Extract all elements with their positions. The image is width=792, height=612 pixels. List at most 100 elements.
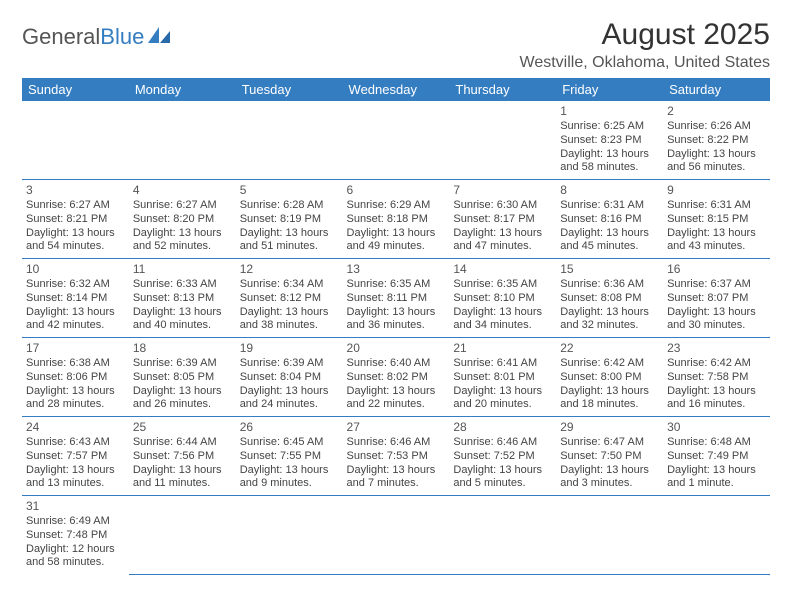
day-number: 20 xyxy=(347,341,446,356)
calendar-day: 2Sunrise: 6:26 AMSunset: 8:22 PMDaylight… xyxy=(663,101,770,180)
day-info: Sunrise: 6:47 AMSunset: 7:50 PMDaylight:… xyxy=(560,436,659,491)
sunrise-line: Sunrise: 6:46 AM xyxy=(347,436,446,450)
sunset-line: Sunset: 8:06 PM xyxy=(26,371,125,385)
sunrise-line: Sunrise: 6:38 AM xyxy=(26,357,125,371)
day-number: 9 xyxy=(667,183,766,198)
calendar-day: 8Sunrise: 6:31 AMSunset: 8:16 PMDaylight… xyxy=(556,180,663,259)
day-info: Sunrise: 6:49 AMSunset: 7:48 PMDaylight:… xyxy=(26,515,125,570)
calendar-empty xyxy=(449,101,556,180)
weekday-header: Friday xyxy=(556,78,663,101)
day-number: 31 xyxy=(26,499,125,514)
day-info: Sunrise: 6:42 AMSunset: 7:58 PMDaylight:… xyxy=(667,357,766,412)
sunrise-line: Sunrise: 6:28 AM xyxy=(240,199,339,213)
day-info: Sunrise: 6:38 AMSunset: 8:06 PMDaylight:… xyxy=(26,357,125,412)
calendar-empty xyxy=(22,101,129,180)
day-number: 23 xyxy=(667,341,766,356)
day-info: Sunrise: 6:27 AMSunset: 8:21 PMDaylight:… xyxy=(26,199,125,254)
sunset-line: Sunset: 7:58 PM xyxy=(667,371,766,385)
day-info: Sunrise: 6:26 AMSunset: 8:22 PMDaylight:… xyxy=(667,120,766,175)
daylight-line: Daylight: 13 hours and 58 minutes. xyxy=(560,148,659,176)
calendar-day: 23Sunrise: 6:42 AMSunset: 7:58 PMDayligh… xyxy=(663,338,770,417)
day-info: Sunrise: 6:46 AMSunset: 7:53 PMDaylight:… xyxy=(347,436,446,491)
day-info: Sunrise: 6:40 AMSunset: 8:02 PMDaylight:… xyxy=(347,357,446,412)
day-number: 14 xyxy=(453,262,552,277)
calendar-day: 22Sunrise: 6:42 AMSunset: 8:00 PMDayligh… xyxy=(556,338,663,417)
sunrise-line: Sunrise: 6:36 AM xyxy=(560,278,659,292)
sunrise-line: Sunrise: 6:47 AM xyxy=(560,436,659,450)
sunset-line: Sunset: 8:19 PM xyxy=(240,213,339,227)
sunset-line: Sunset: 8:04 PM xyxy=(240,371,339,385)
calendar-day: 9Sunrise: 6:31 AMSunset: 8:15 PMDaylight… xyxy=(663,180,770,259)
day-number: 22 xyxy=(560,341,659,356)
logo-text-2: Blue xyxy=(100,24,144,49)
sunset-line: Sunset: 8:12 PM xyxy=(240,292,339,306)
sunrise-line: Sunrise: 6:39 AM xyxy=(133,357,232,371)
day-number: 13 xyxy=(347,262,446,277)
calendar-day: 1Sunrise: 6:25 AMSunset: 8:23 PMDaylight… xyxy=(556,101,663,180)
daylight-line: Daylight: 13 hours and 28 minutes. xyxy=(26,385,125,413)
sunset-line: Sunset: 8:20 PM xyxy=(133,213,232,227)
sunrise-line: Sunrise: 6:34 AM xyxy=(240,278,339,292)
day-info: Sunrise: 6:34 AMSunset: 8:12 PMDaylight:… xyxy=(240,278,339,333)
day-number: 5 xyxy=(240,183,339,198)
sail-icon xyxy=(146,25,172,50)
daylight-line: Daylight: 13 hours and 11 minutes. xyxy=(133,464,232,492)
sunrise-line: Sunrise: 6:48 AM xyxy=(667,436,766,450)
sunrise-line: Sunrise: 6:35 AM xyxy=(347,278,446,292)
calendar-empty xyxy=(343,496,450,575)
sunset-line: Sunset: 7:56 PM xyxy=(133,450,232,464)
daylight-line: Daylight: 13 hours and 42 minutes. xyxy=(26,306,125,334)
sunrise-line: Sunrise: 6:44 AM xyxy=(133,436,232,450)
sunrise-line: Sunrise: 6:35 AM xyxy=(453,278,552,292)
daylight-line: Daylight: 13 hours and 43 minutes. xyxy=(667,227,766,255)
sunset-line: Sunset: 8:21 PM xyxy=(26,213,125,227)
calendar-day: 7Sunrise: 6:30 AMSunset: 8:17 PMDaylight… xyxy=(449,180,556,259)
day-number: 18 xyxy=(133,341,232,356)
daylight-line: Daylight: 13 hours and 3 minutes. xyxy=(560,464,659,492)
sunrise-line: Sunrise: 6:40 AM xyxy=(347,357,446,371)
calendar-day: 18Sunrise: 6:39 AMSunset: 8:05 PMDayligh… xyxy=(129,338,236,417)
daylight-line: Daylight: 13 hours and 52 minutes. xyxy=(133,227,232,255)
day-number: 16 xyxy=(667,262,766,277)
calendar-row: 31Sunrise: 6:49 AMSunset: 7:48 PMDayligh… xyxy=(22,496,770,575)
sunset-line: Sunset: 8:23 PM xyxy=(560,134,659,148)
calendar-row: 17Sunrise: 6:38 AMSunset: 8:06 PMDayligh… xyxy=(22,338,770,417)
sunrise-line: Sunrise: 6:42 AM xyxy=(560,357,659,371)
daylight-line: Daylight: 13 hours and 34 minutes. xyxy=(453,306,552,334)
calendar-row: 3Sunrise: 6:27 AMSunset: 8:21 PMDaylight… xyxy=(22,180,770,259)
day-info: Sunrise: 6:31 AMSunset: 8:16 PMDaylight:… xyxy=(560,199,659,254)
day-info: Sunrise: 6:25 AMSunset: 8:23 PMDaylight:… xyxy=(560,120,659,175)
day-number: 15 xyxy=(560,262,659,277)
sunrise-line: Sunrise: 6:37 AM xyxy=(667,278,766,292)
calendar-day: 21Sunrise: 6:41 AMSunset: 8:01 PMDayligh… xyxy=(449,338,556,417)
calendar-day: 24Sunrise: 6:43 AMSunset: 7:57 PMDayligh… xyxy=(22,417,129,496)
sunset-line: Sunset: 8:00 PM xyxy=(560,371,659,385)
day-number: 11 xyxy=(133,262,232,277)
day-info: Sunrise: 6:41 AMSunset: 8:01 PMDaylight:… xyxy=(453,357,552,412)
title-area: August 2025 Westville, Oklahoma, United … xyxy=(520,18,770,72)
sunrise-line: Sunrise: 6:25 AM xyxy=(560,120,659,134)
day-info: Sunrise: 6:30 AMSunset: 8:17 PMDaylight:… xyxy=(453,199,552,254)
calendar-day: 31Sunrise: 6:49 AMSunset: 7:48 PMDayligh… xyxy=(22,496,129,575)
calendar-day: 16Sunrise: 6:37 AMSunset: 8:07 PMDayligh… xyxy=(663,259,770,338)
calendar-empty xyxy=(663,496,770,575)
calendar-table: SundayMondayTuesdayWednesdayThursdayFrid… xyxy=(22,78,770,575)
day-info: Sunrise: 6:39 AMSunset: 8:04 PMDaylight:… xyxy=(240,357,339,412)
day-number: 4 xyxy=(133,183,232,198)
calendar-day: 10Sunrise: 6:32 AMSunset: 8:14 PMDayligh… xyxy=(22,259,129,338)
day-number: 6 xyxy=(347,183,446,198)
day-number: 24 xyxy=(26,420,125,435)
calendar-day: 5Sunrise: 6:28 AMSunset: 8:19 PMDaylight… xyxy=(236,180,343,259)
daylight-line: Daylight: 13 hours and 40 minutes. xyxy=(133,306,232,334)
day-number: 19 xyxy=(240,341,339,356)
calendar-day: 28Sunrise: 6:46 AMSunset: 7:52 PMDayligh… xyxy=(449,417,556,496)
day-number: 3 xyxy=(26,183,125,198)
sunrise-line: Sunrise: 6:42 AM xyxy=(667,357,766,371)
calendar-day: 17Sunrise: 6:38 AMSunset: 8:06 PMDayligh… xyxy=(22,338,129,417)
day-info: Sunrise: 6:29 AMSunset: 8:18 PMDaylight:… xyxy=(347,199,446,254)
day-number: 25 xyxy=(133,420,232,435)
sunrise-line: Sunrise: 6:31 AM xyxy=(667,199,766,213)
sunset-line: Sunset: 8:01 PM xyxy=(453,371,552,385)
sunset-line: Sunset: 8:15 PM xyxy=(667,213,766,227)
logo-text: GeneralBlue xyxy=(22,24,144,50)
